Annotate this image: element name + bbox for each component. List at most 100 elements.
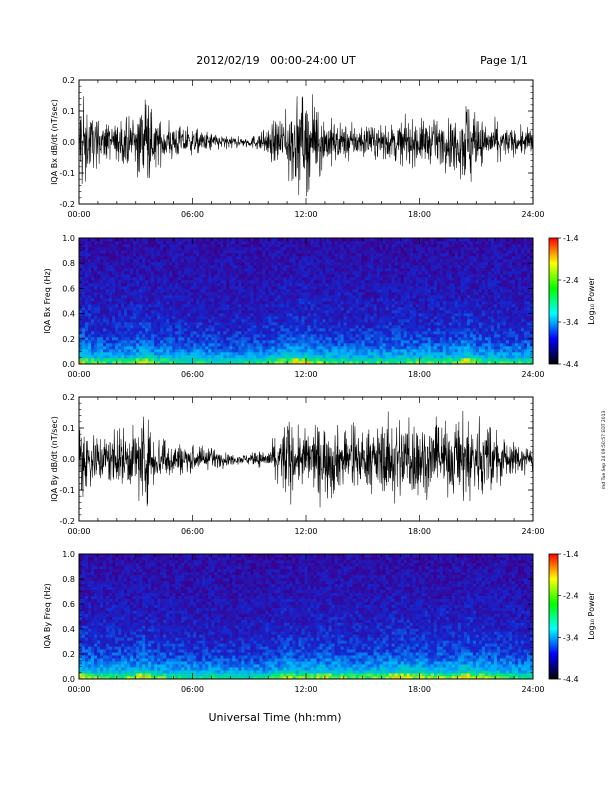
spectrogram-cell: [136, 256, 140, 260]
spectrogram-cell: [370, 328, 374, 332]
spectrogram-cell: [421, 334, 426, 338]
spectrogram-cell: [196, 244, 200, 248]
spectrogram-cell: [148, 340, 152, 344]
spectrogram-cell: [115, 307, 119, 311]
spectrogram-cell: [115, 358, 119, 362]
spectrogram-cell: [82, 325, 86, 329]
spectrogram-cell: [397, 313, 402, 317]
spectrogram-cell: [316, 334, 320, 338]
spectrogram-cell: [100, 292, 104, 296]
spectrogram-cell: [235, 295, 239, 299]
spectrogram-cell: [421, 277, 426, 281]
spectrogram-cell: [307, 325, 311, 329]
spectrogram-cell: [244, 295, 248, 299]
spectrogram-cell: [157, 325, 161, 329]
spectrogram-cell: [412, 271, 417, 275]
spectrogram-cell: [250, 280, 254, 284]
spectrogram-cell: [397, 253, 402, 257]
spectrogram-cell: [133, 313, 137, 317]
spectrogram-cell: [91, 262, 95, 266]
spectrogram-cell: [310, 250, 314, 254]
spectrogram-cell: [253, 358, 257, 362]
spectrogram-cell: [244, 340, 248, 344]
spectrogram-cell: [310, 319, 314, 323]
spectrogram-cell: [241, 322, 245, 326]
spectrogram-cell: [226, 337, 230, 341]
spectrogram-cell: [124, 310, 128, 314]
spectrogram-cell: [112, 238, 116, 242]
spectrogram-cell: [166, 307, 170, 311]
spectrogram-cell: [352, 304, 356, 308]
spectrogram-cell: [361, 307, 365, 311]
spectrogram-cell: [100, 337, 104, 341]
spectrogram-cell: [82, 283, 86, 287]
spectrogram-cell: [235, 325, 239, 329]
spectrogram-cell: [184, 310, 188, 314]
spectrogram-cell: [157, 298, 161, 302]
spectrogram-cell: [271, 271, 275, 275]
spectrogram-cell: [412, 253, 417, 257]
spectrogram-cell: [88, 355, 92, 359]
spectrogram-cell: [406, 352, 411, 356]
spectrogram-cell: [142, 340, 146, 344]
spectrogram-cell: [124, 256, 128, 260]
spectrogram-cell: [235, 244, 239, 248]
spectrogram-cell: [379, 310, 383, 314]
spectrogram-cell: [199, 241, 203, 245]
spectrogram-cell: [163, 325, 167, 329]
spectrogram-cell: [346, 289, 350, 293]
spectrogram-cell: [268, 274, 272, 278]
spectrogram-cell: [325, 265, 329, 269]
spectrogram-cell: [406, 268, 411, 272]
spectrogram-cell: [223, 328, 227, 332]
spectrogram-cell: [328, 277, 332, 281]
spectrogram-cell: [409, 358, 414, 362]
spectrogram-cell: [196, 328, 200, 332]
spectrogram-cell: [400, 310, 405, 314]
spectrogram-cell: [106, 352, 110, 356]
spectrogram-cell: [97, 337, 101, 341]
spectrogram-cell: [133, 292, 137, 296]
spectrogram-cell: [112, 361, 116, 365]
spectrogram-cell: [172, 292, 176, 296]
spectrogram-cell: [121, 250, 125, 254]
spectrogram-cell: [349, 304, 353, 308]
spectrogram-cell: [97, 340, 101, 344]
spectrogram-cell: [349, 352, 353, 356]
spectrogram-cell: [244, 301, 248, 305]
spectrogram-cell: [241, 295, 245, 299]
spectrogram-cell: [403, 271, 408, 275]
spectrogram-cell: [322, 295, 326, 299]
spectrogram-cell: [172, 340, 176, 344]
spectrogram-cell: [385, 286, 389, 290]
spectrogram-cell: [256, 340, 260, 344]
spectrogram-cell: [79, 298, 83, 302]
spectrogram-cell: [418, 343, 423, 347]
spectrogram-cell: [112, 298, 116, 302]
spectrogram-cell: [154, 358, 158, 362]
spectrogram-cell: [223, 238, 227, 242]
spectrogram-cell: [103, 256, 107, 260]
spectrogram-cell: [223, 271, 227, 275]
spectrogram-cell: [280, 355, 284, 359]
spectrogram-cell: [364, 349, 368, 353]
spectrogram-cell: [367, 289, 371, 293]
spectrogram-cell: [352, 307, 356, 311]
spectrogram-cell: [196, 319, 200, 323]
spectrogram-cell: [172, 250, 176, 254]
spectrogram-cell: [217, 343, 221, 347]
spectrogram-cell: [166, 250, 170, 254]
spectrogram-cell: [145, 361, 149, 365]
spectrogram-cell: [82, 349, 86, 353]
spectrogram-cell: [355, 361, 359, 365]
spectrogram-cell: [187, 334, 191, 338]
spectrogram-cell: [178, 250, 182, 254]
spectrogram-cell: [394, 256, 399, 260]
spectrogram-cell: [352, 295, 356, 299]
spectrogram-cell: [292, 322, 296, 326]
spectrogram-cell: [262, 271, 266, 275]
spectrogram-cell: [280, 262, 284, 266]
spectrogram-cell: [421, 340, 426, 344]
spectrogram-cell: [235, 250, 239, 254]
spectrogram-cell: [88, 259, 92, 263]
